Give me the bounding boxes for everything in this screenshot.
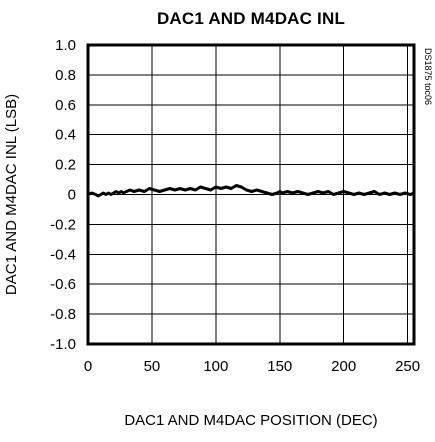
y-tick-label-7: -0.4	[50, 246, 76, 263]
chart-code-label: DS1875 toc06	[423, 48, 433, 105]
y-tick-label-1: 0.8	[55, 67, 76, 84]
x-tick-label-5: 250	[395, 358, 420, 375]
y-tick-label-0: 1.0	[55, 37, 76, 54]
x-tick-labels: 0 50 100 150 200 250	[84, 358, 420, 375]
chart-title: DAC1 AND M4DAC INL	[157, 9, 345, 28]
y-tick-labels: 1.0 0.8 0.6 0.4 0.2 0 -0.2 -0.4 -0.6 -0.8 -1.0	[50, 37, 76, 353]
inl-series-line-0	[86, 184, 416, 198]
y-tick-label-9: -0.8	[50, 306, 76, 323]
y-tick-label-8: -0.6	[50, 276, 76, 293]
y-tick-label-3: 0.4	[55, 127, 76, 144]
x-tick-label-0: 0	[84, 358, 92, 375]
series-layer	[86, 184, 416, 198]
y-tick-label-6: -0.2	[50, 216, 76, 233]
x-tick-label-3: 150	[267, 358, 292, 375]
y-tick-label-2: 0.6	[55, 97, 76, 114]
x-axis-label: DAC1 AND M4DAC POSITION (DEC)	[124, 412, 377, 429]
x-tick-label-1: 50	[144, 358, 161, 375]
y-tick-label-5: 0	[68, 187, 76, 204]
x-tick-label-4: 200	[331, 358, 356, 375]
y-tick-label-4: 0.2	[55, 157, 76, 174]
y-tick-label-10: -1.0	[50, 336, 76, 353]
x-tick-label-2: 100	[203, 358, 228, 375]
y-axis-label: DAC1 AND M4DAC INL (LSB)	[3, 94, 20, 295]
plot-frame	[86, 43, 416, 346]
